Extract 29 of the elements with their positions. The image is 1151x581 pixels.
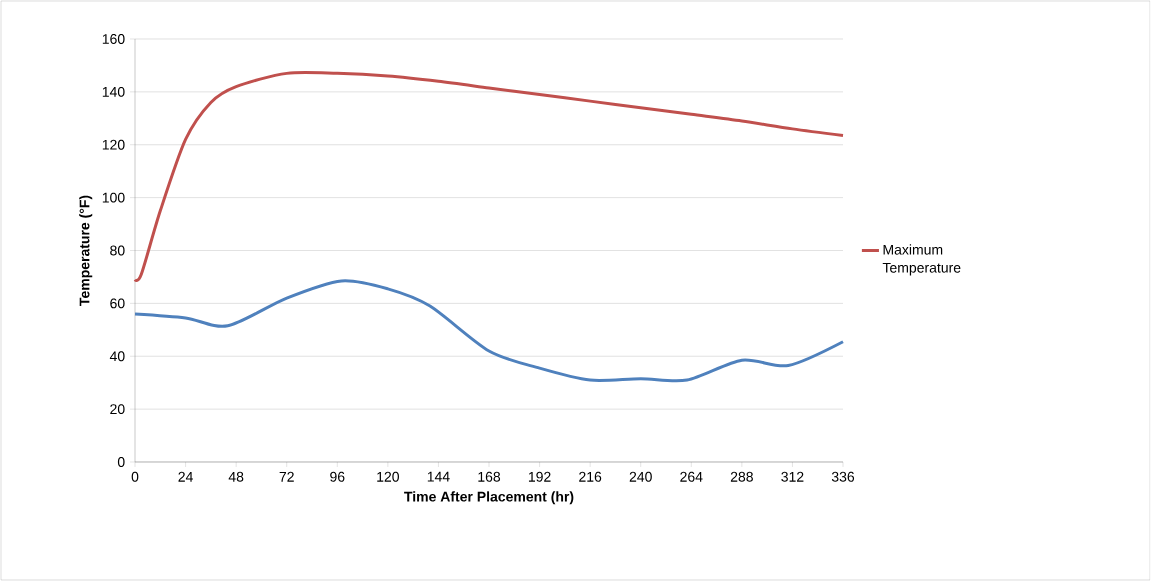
x-tick-label: 192 [528,471,551,482]
legend-label: Maximum Temperature [882,244,961,276]
x-tick-label: 336 [831,471,855,482]
y-tick-label: 120 [102,139,125,150]
x-tick-label: 264 [680,471,703,482]
y-tick-label: 60 [110,298,125,309]
y-tick-label: 40 [109,351,125,362]
x-tick-label: 312 [781,471,804,482]
x-tick-label: 48 [228,471,244,482]
y-tick-label: 80 [110,245,125,256]
x-tick-label: 72 [279,471,294,482]
x-tick-label: 288 [730,471,753,482]
x-tick-label: 120 [377,471,399,482]
x-tick-label: 24 [178,471,193,482]
line-series [133,279,845,383]
y-tick-label: 0 [117,457,125,467]
y-tick-label: 160 [102,34,125,44]
x-tick-label: 216 [579,471,602,482]
y-tick-label: 140 [102,86,125,97]
x-tick-label: 96 [330,471,345,482]
line-series [133,70,845,282]
x-tick-label: 144 [427,471,450,482]
x-axis-title: Time After Placement (hr) [404,491,574,505]
x-tick-label: 240 [629,471,652,482]
y-axis-title: Temperature (°F) [79,195,93,306]
x-tick-label: 168 [478,471,501,482]
y-tick-label: 20 [110,404,125,415]
x-tick-label: 0 [131,471,139,482]
y-tick-label: 100 [102,192,125,203]
